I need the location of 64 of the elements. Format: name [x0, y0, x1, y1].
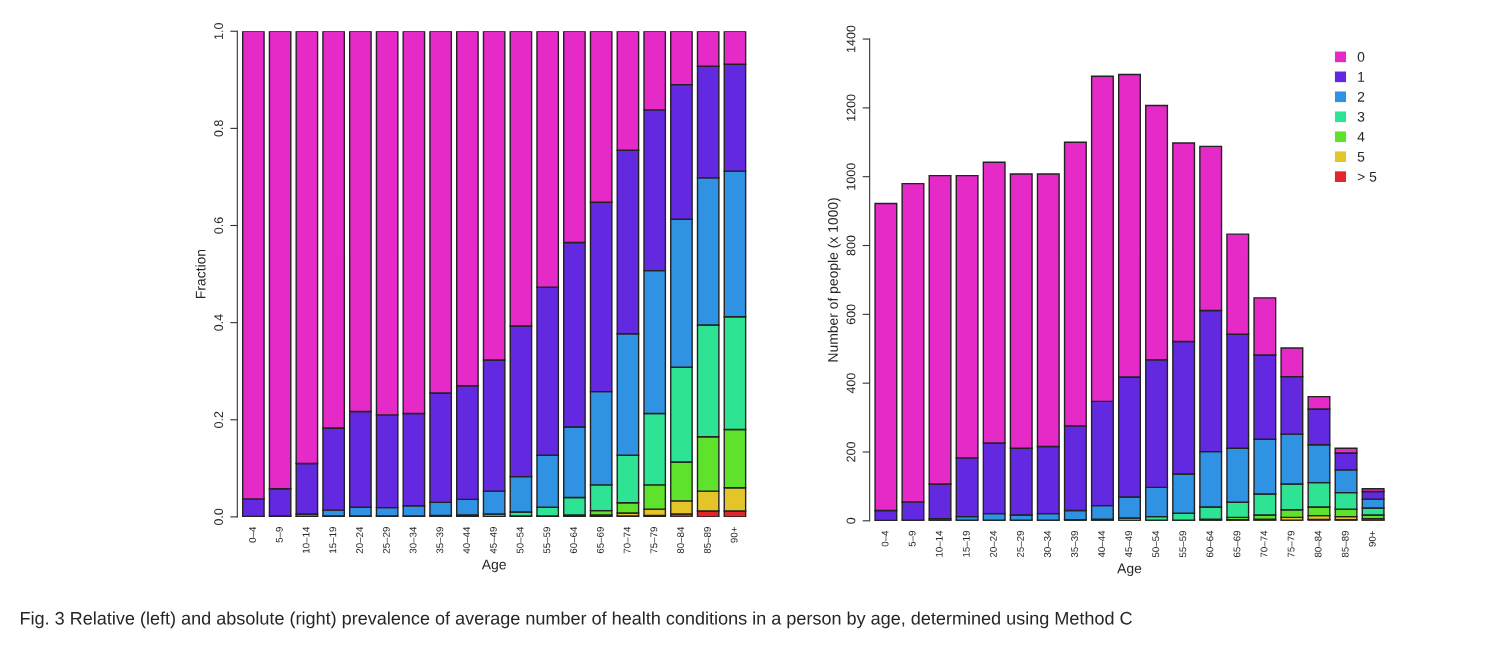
- x-tick-label: 70–74: [623, 526, 631, 554]
- legend-label: 3: [1357, 111, 1365, 122]
- x-tick-label: 10–14: [302, 526, 310, 553]
- x-tick-label: 50–54: [1152, 530, 1160, 558]
- x-tick-label: 10–14: [935, 530, 943, 557]
- x-tick-label: 0–4: [881, 530, 889, 547]
- x-axis-title: Age: [1117, 563, 1142, 577]
- x-tick-label: 65–69: [596, 527, 604, 554]
- y-tick-label: 0: [846, 517, 856, 524]
- x-tick-label: 60–64: [570, 526, 578, 554]
- x-tick-label: 40–44: [1098, 530, 1106, 558]
- y-tick-label: 0.2: [214, 411, 224, 428]
- y-tick-label: 1200: [846, 94, 856, 121]
- x-tick-label: 45–49: [1125, 530, 1133, 558]
- x-tick-label: 55–59: [543, 527, 551, 554]
- x-tick-label: 0–4: [249, 526, 256, 543]
- legend-label: > 5: [1357, 171, 1377, 182]
- x-tick-label: 90+: [1368, 531, 1376, 547]
- x-tick-label: 15–19: [329, 527, 337, 553]
- legend-label: 2: [1357, 91, 1365, 102]
- y-axis-title: Number of people (x 1000): [827, 198, 841, 362]
- y-tick-label: 1000: [846, 163, 856, 190]
- legend-label: 1: [1358, 72, 1365, 82]
- y-tick-label: 400: [846, 373, 856, 394]
- x-tick-label: 25–29: [382, 527, 390, 554]
- x-tick-label: 5–9: [908, 530, 916, 547]
- x-tick-label: 80–84: [677, 526, 685, 554]
- x-tick-label: 85–89: [1341, 530, 1349, 558]
- y-tick-label: 600: [846, 304, 856, 325]
- x-tick-label: 20–24: [989, 530, 997, 558]
- x-tick-label: 60–64: [1206, 530, 1214, 558]
- x-tick-label: 20–24: [356, 526, 363, 554]
- y-tick-label: 800: [846, 235, 856, 256]
- y-tick-label: 1.0: [214, 23, 224, 39]
- x-tick-label: 30–34: [409, 526, 417, 554]
- y-tick-label: 0.0: [214, 508, 224, 526]
- x-tick-label: 5–9: [275, 527, 283, 543]
- y-tick-label: 1400: [846, 25, 856, 53]
- x-tick-label: 75–79: [650, 527, 658, 554]
- legend-label: 4: [1357, 132, 1365, 142]
- x-tick-label: 85–89: [703, 527, 711, 554]
- legend-label: 0: [1357, 52, 1365, 62]
- y-tick-label: 0.8: [214, 120, 224, 137]
- x-tick-label: 40–44: [463, 526, 471, 554]
- x-tick-label: 70–74: [1260, 530, 1268, 558]
- x-tick-label: 65–69: [1233, 530, 1241, 558]
- y-tick-label: 0.4: [214, 314, 224, 331]
- x-tick-label: 75–79: [1287, 530, 1295, 558]
- x-tick-label: 80–84: [1314, 530, 1322, 558]
- x-tick-label: 30–34: [1044, 530, 1051, 558]
- x-tick-label: 35–39: [436, 527, 444, 554]
- x-tick-label: 25–29: [1016, 530, 1024, 558]
- x-tick-label: 50–54: [516, 526, 524, 554]
- y-tick-label: 0.6: [214, 217, 224, 234]
- x-tick-label: 55–59: [1179, 530, 1187, 558]
- x-tick-label: 45–49: [489, 527, 497, 554]
- x-axis-title: Age: [481, 559, 506, 573]
- y-tick-label: 200: [846, 442, 856, 462]
- x-tick-label: 15–19: [962, 530, 970, 557]
- caption: Fig. 3 Relative (left) and absolute (right) prevalence of average number of health conditions in a person by age, determined using Method C: [21, 611, 1132, 629]
- y-axis-title: Fraction: [195, 249, 206, 299]
- x-tick-label: 35–39: [1071, 530, 1078, 558]
- legend-label: 5: [1357, 151, 1365, 162]
- x-tick-label: 90+: [730, 527, 738, 543]
